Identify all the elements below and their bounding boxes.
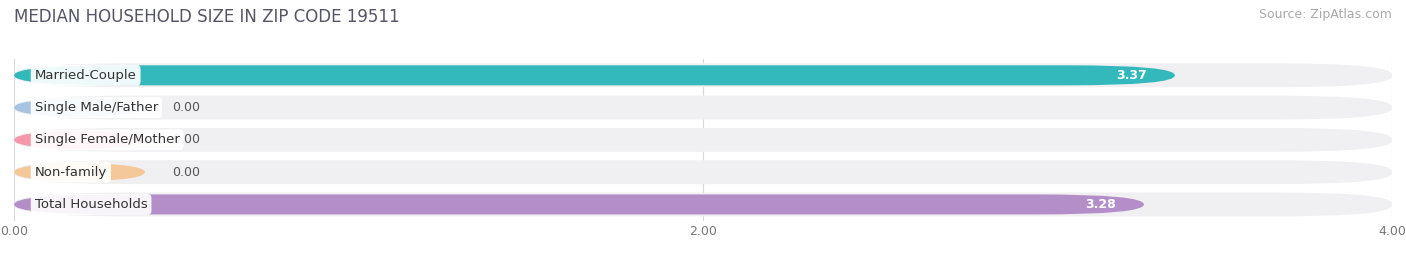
Text: 0.00: 0.00 (173, 166, 201, 179)
FancyBboxPatch shape (14, 160, 1392, 184)
FancyBboxPatch shape (14, 96, 1392, 119)
FancyBboxPatch shape (14, 194, 1144, 214)
Text: Single Female/Mother: Single Female/Mother (35, 133, 180, 146)
Text: Non-family: Non-family (35, 166, 107, 179)
FancyBboxPatch shape (14, 128, 1392, 152)
FancyBboxPatch shape (14, 162, 145, 182)
FancyBboxPatch shape (14, 130, 145, 150)
FancyBboxPatch shape (14, 65, 1175, 85)
Text: Source: ZipAtlas.com: Source: ZipAtlas.com (1258, 8, 1392, 21)
Text: 0.00: 0.00 (173, 101, 201, 114)
Text: Single Male/Father: Single Male/Father (35, 101, 157, 114)
FancyBboxPatch shape (14, 98, 145, 118)
Text: MEDIAN HOUSEHOLD SIZE IN ZIP CODE 19511: MEDIAN HOUSEHOLD SIZE IN ZIP CODE 19511 (14, 8, 399, 26)
FancyBboxPatch shape (14, 193, 1392, 216)
Text: 3.37: 3.37 (1116, 69, 1147, 82)
Text: 3.28: 3.28 (1085, 198, 1116, 211)
Text: 0.00: 0.00 (173, 133, 201, 146)
Text: Married-Couple: Married-Couple (35, 69, 136, 82)
FancyBboxPatch shape (14, 63, 1392, 87)
Text: Total Households: Total Households (35, 198, 148, 211)
